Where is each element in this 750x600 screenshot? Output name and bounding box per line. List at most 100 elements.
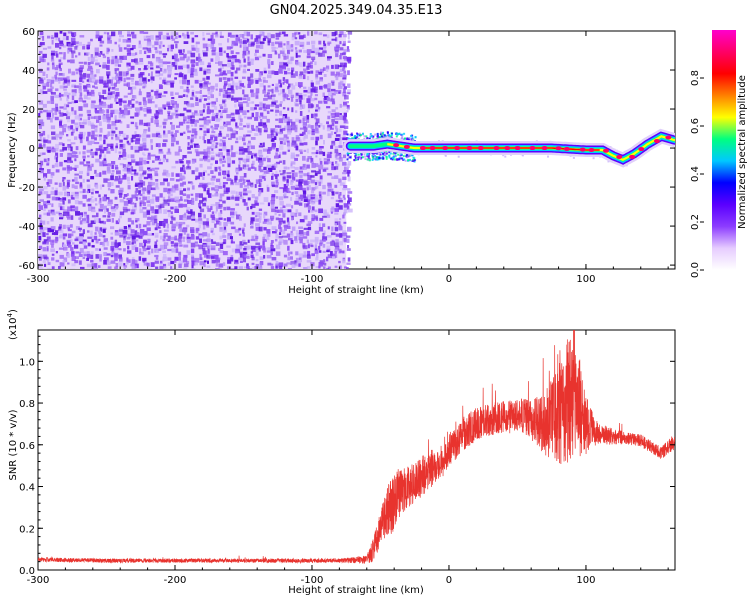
- noise-cell: [274, 86, 279, 92]
- noise-cell: [315, 194, 319, 199]
- noise-cell: [94, 235, 98, 241]
- noise-cell: [263, 130, 268, 133]
- noise-cell: [187, 211, 192, 215]
- noise-cell: [94, 151, 98, 156]
- noise-cell: [187, 163, 190, 168]
- noise-cell: [146, 227, 151, 231]
- noise-cell: [239, 260, 243, 263]
- noise-cell: [39, 42, 45, 46]
- noise-cell: [158, 73, 164, 76]
- noise-cell: [219, 196, 223, 199]
- noise-cell: [46, 112, 51, 117]
- noise-cell: [214, 166, 218, 172]
- noise-cell: [244, 160, 247, 164]
- noise-cell: [106, 52, 109, 55]
- noise-cell: [210, 155, 215, 160]
- noise-cell: [266, 110, 270, 114]
- noise-cell: [215, 191, 218, 194]
- noise-cell: [207, 233, 210, 238]
- noise-cell: [71, 95, 75, 101]
- noise-cell: [38, 124, 42, 129]
- noise-cell: [206, 151, 211, 155]
- noise-cell: [258, 128, 262, 133]
- noise-cell: [147, 173, 152, 179]
- noise-cell: [39, 58, 44, 63]
- noise-cell: [139, 233, 144, 237]
- snr-plot: [38, 330, 675, 564]
- ridge-scatter: [354, 152, 357, 155]
- noise-cell: [326, 161, 331, 164]
- noise-cell: [38, 236, 42, 241]
- noise-cell: [323, 262, 327, 266]
- noise-cell: [82, 44, 86, 47]
- ridge-scatter: [368, 152, 371, 155]
- noise-cell: [75, 211, 80, 216]
- noise-cell: [222, 200, 226, 204]
- noise-cell: [242, 97, 247, 100]
- noise-cell: [82, 251, 87, 256]
- noise-cell: [46, 163, 50, 166]
- noise-cell: [180, 133, 183, 136]
- noise-cell: [135, 235, 140, 238]
- noise-cell: [299, 175, 303, 179]
- noise-cell: [215, 52, 219, 57]
- noise-cell: [315, 266, 320, 269]
- noise-cell: [203, 52, 208, 57]
- noise-cell: [203, 103, 206, 109]
- noise-cell: [342, 91, 347, 97]
- noise-cell: [255, 79, 259, 84]
- noise-cell: [138, 62, 144, 65]
- noise-cell: [55, 88, 59, 92]
- noise-cell: [242, 101, 248, 104]
- noise-cell: [142, 86, 146, 89]
- noise-cell: [203, 214, 206, 219]
- noise-cell: [171, 115, 174, 119]
- noise-cell: [262, 142, 265, 148]
- noise-cell: [146, 209, 151, 213]
- noise-cell: [335, 163, 340, 167]
- noise-cell: [211, 145, 216, 149]
- noise-cell: [194, 79, 199, 84]
- noise-cell: [187, 142, 190, 146]
- noise-cell: [299, 111, 303, 116]
- noise-cell: [298, 92, 303, 95]
- noise-cell: [38, 119, 44, 125]
- noise-cell: [119, 109, 125, 115]
- noise-cell: [346, 248, 351, 251]
- noise-cell: [162, 35, 167, 40]
- noise-cell: [171, 268, 175, 269]
- noise-cell: [319, 239, 324, 245]
- noise-cell: [142, 77, 147, 82]
- noise-cell: [94, 104, 99, 109]
- noise-cell: [151, 222, 156, 226]
- noise-cell: [59, 262, 65, 267]
- noise-cell: [171, 244, 175, 247]
- noise-cell: [231, 268, 236, 269]
- noise-cell: [119, 55, 124, 60]
- noise-cell: [59, 125, 64, 128]
- noise-cell: [266, 187, 270, 192]
- noise-cell: [291, 191, 294, 196]
- ridge-scatter: [379, 133, 382, 136]
- noise-cell: [191, 89, 195, 93]
- noise-cell: [219, 169, 222, 172]
- noise-cell: [222, 109, 227, 113]
- noise-cell: [347, 172, 350, 177]
- ridge-scatter: [401, 133, 404, 136]
- noise-cell: [307, 95, 312, 99]
- ridge-scatter: [356, 134, 359, 137]
- noise-cell: [170, 206, 174, 210]
- noise-cell: [78, 113, 83, 117]
- noise-cell: [87, 77, 92, 83]
- noise-cell: [239, 122, 243, 126]
- noise-cell: [235, 203, 240, 206]
- noise-cell: [158, 44, 162, 49]
- noise-cell: [126, 197, 131, 201]
- noise-cell: [67, 49, 70, 54]
- noise-cell: [111, 172, 114, 177]
- noise-cell: [150, 217, 155, 222]
- noise-cell: [275, 265, 278, 269]
- noise-cell: [51, 92, 56, 95]
- noise-cell: [130, 172, 136, 176]
